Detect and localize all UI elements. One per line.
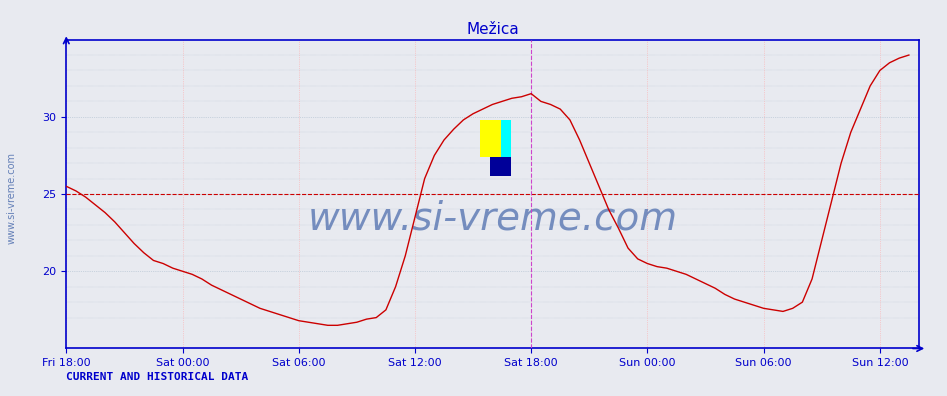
Text: CURRENT AND HISTORICAL DATA: CURRENT AND HISTORICAL DATA [66, 372, 248, 382]
FancyBboxPatch shape [479, 120, 501, 157]
Text: www.si-vreme.com: www.si-vreme.com [308, 200, 677, 238]
Title: Mežica: Mežica [466, 22, 519, 37]
Text: www.si-vreme.com: www.si-vreme.com [7, 152, 16, 244]
FancyBboxPatch shape [501, 120, 511, 157]
FancyBboxPatch shape [490, 157, 511, 175]
